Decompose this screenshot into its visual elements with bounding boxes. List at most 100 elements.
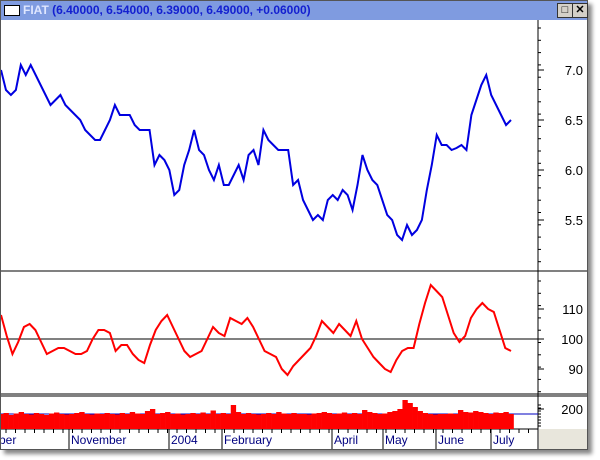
volume-bar bbox=[316, 413, 322, 429]
volume-bar bbox=[190, 413, 196, 429]
volume-bar bbox=[473, 411, 479, 429]
volume-bar bbox=[256, 414, 262, 429]
x-tick-label: ber bbox=[1, 433, 16, 447]
maximize-button[interactable]: □ bbox=[557, 3, 573, 18]
volume-bar bbox=[54, 412, 60, 429]
volume-bar bbox=[114, 414, 120, 429]
volume-bar bbox=[89, 414, 95, 429]
volume-bar bbox=[483, 413, 489, 429]
volume-bar bbox=[341, 412, 348, 429]
volume-bar bbox=[356, 414, 363, 429]
close-button[interactable]: ✕ bbox=[572, 3, 588, 18]
volume-bar bbox=[286, 414, 292, 429]
volume-bar bbox=[281, 413, 287, 429]
volume-bar bbox=[109, 414, 115, 429]
oscillator-y-tick-label: 100 bbox=[561, 332, 583, 347]
oscillator-y-tick-label: 110 bbox=[562, 302, 583, 317]
volume-bar bbox=[250, 414, 257, 429]
volume-y-tick-label: 200 bbox=[561, 402, 583, 417]
volume-bar bbox=[33, 413, 40, 429]
volume-bar bbox=[119, 413, 126, 429]
volume-bar bbox=[1, 414, 4, 429]
volume-bar bbox=[447, 413, 454, 429]
symbol-label: FIAT bbox=[23, 3, 49, 17]
volume-bar bbox=[346, 414, 353, 429]
volume-bar bbox=[362, 410, 368, 429]
price-y-tick-label: 5.5 bbox=[565, 213, 583, 228]
volume-bar bbox=[367, 412, 373, 429]
volume-bar bbox=[180, 414, 186, 429]
volume-bar bbox=[402, 400, 408, 429]
volume-bar bbox=[407, 403, 413, 429]
volume-bar bbox=[422, 413, 428, 429]
volume-bar bbox=[13, 413, 19, 429]
volume-bar bbox=[84, 414, 90, 429]
volume-bar bbox=[8, 415, 14, 429]
volume-bar bbox=[160, 413, 166, 429]
volume-bar bbox=[432, 414, 439, 429]
volume-bar bbox=[69, 414, 75, 429]
volume-bar bbox=[94, 413, 100, 429]
volume-bar bbox=[215, 414, 221, 429]
volume-bar bbox=[43, 415, 50, 429]
volume-bar bbox=[195, 414, 201, 429]
volume-bar bbox=[165, 412, 171, 429]
volume-bar bbox=[296, 414, 302, 429]
oscillator-y-tick-label: 90 bbox=[569, 362, 583, 377]
volume-bar bbox=[457, 410, 464, 429]
window-icon bbox=[4, 5, 20, 17]
volume-bar bbox=[427, 414, 434, 429]
volume-bar bbox=[64, 414, 70, 429]
volume-bar bbox=[331, 414, 338, 429]
volume-bar bbox=[291, 413, 297, 429]
volume-bar bbox=[306, 414, 312, 429]
volume-bar bbox=[129, 412, 136, 429]
chart-area[interactable]: 7.0 6.5 6.0 5.5 110 100 90 200 ber November 2004 Fe… bbox=[1, 20, 587, 449]
volume-bar bbox=[387, 412, 393, 429]
x-tick-label: June bbox=[438, 433, 464, 447]
volume-bar bbox=[134, 413, 141, 429]
volume-bar bbox=[205, 414, 211, 429]
corner-box bbox=[539, 429, 587, 449]
volume-bar bbox=[301, 414, 307, 429]
x-tick-label: April bbox=[334, 433, 358, 447]
volume-bar bbox=[452, 414, 459, 429]
volume-bar bbox=[372, 413, 378, 429]
x-tick-label: 2004 bbox=[171, 433, 198, 447]
volume-bar bbox=[271, 414, 277, 429]
volume-bar bbox=[478, 412, 484, 429]
volume-bar bbox=[225, 414, 232, 429]
volume-bar bbox=[245, 413, 252, 429]
volume-bar bbox=[38, 414, 45, 429]
volume-bar bbox=[210, 410, 216, 429]
volume-bar bbox=[79, 412, 85, 429]
volume-bar bbox=[377, 414, 383, 429]
volume-bar bbox=[185, 414, 191, 429]
maximize-icon: □ bbox=[561, 4, 569, 16]
volume-bar bbox=[124, 414, 131, 429]
title-bar: FIAT (6.40000, 6.54000, 6.39000, 6.49000… bbox=[1, 1, 588, 20]
volume-bar bbox=[155, 414, 161, 429]
volume-bar bbox=[437, 414, 444, 429]
volume-bar bbox=[326, 413, 333, 429]
volume-bar bbox=[104, 413, 110, 429]
volume-bar bbox=[59, 414, 65, 429]
volume-bar bbox=[321, 412, 327, 429]
volume-bar bbox=[170, 414, 176, 429]
price-series-line bbox=[1, 61, 512, 242]
volume-bar bbox=[220, 413, 227, 429]
volume-bar bbox=[266, 413, 272, 429]
volume-bar bbox=[397, 409, 403, 429]
x-tick-label: February bbox=[224, 433, 272, 447]
x-tick-label: July bbox=[493, 433, 514, 447]
volume-bar bbox=[149, 409, 156, 429]
volume-bar bbox=[412, 407, 418, 429]
volume-bar bbox=[200, 412, 206, 429]
x-tick-label: May bbox=[385, 433, 408, 447]
volume-bar bbox=[468, 412, 474, 429]
close-icon: ✕ bbox=[575, 4, 585, 16]
volume-bar bbox=[351, 413, 358, 429]
volume-bar bbox=[442, 414, 449, 429]
price-y-tick-label: 7.0 bbox=[565, 63, 583, 78]
volume-bar bbox=[488, 414, 494, 429]
